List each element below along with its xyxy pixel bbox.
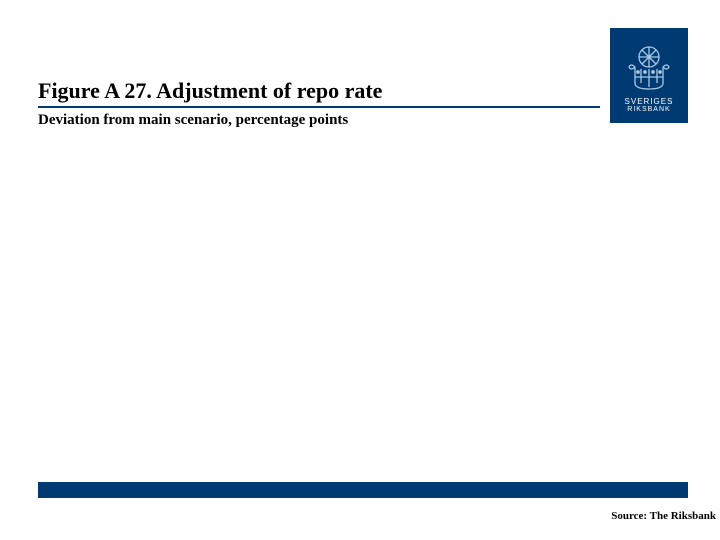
figure-subtitle: Deviation from main scenario, percentage… bbox=[38, 112, 600, 129]
source-label: Source: The Riksbank bbox=[611, 510, 716, 522]
crest-icon bbox=[621, 39, 677, 95]
figure-title: Figure A 27. Adjustment of repo rate bbox=[38, 78, 600, 108]
footer-bar bbox=[38, 482, 688, 498]
logo-text-line-2: RIKSBANK bbox=[627, 106, 670, 113]
riksbank-logo: SVERIGES RIKSBANK bbox=[610, 28, 688, 123]
logo-text-line-1: SVERIGES bbox=[625, 97, 674, 106]
header-area: Figure A 27. Adjustment of repo rate Dev… bbox=[38, 78, 600, 129]
